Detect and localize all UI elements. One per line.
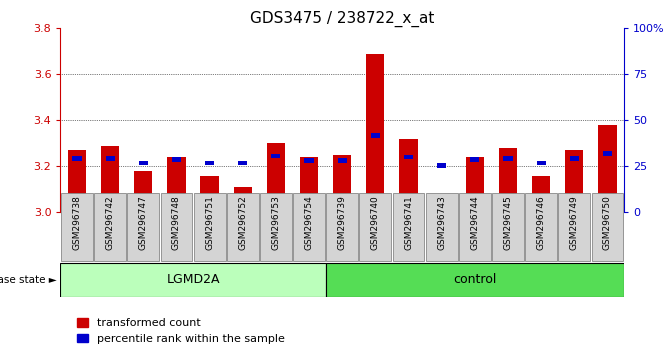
Bar: [532, 176, 550, 212]
Text: GSM296738: GSM296738: [72, 195, 81, 250]
Bar: [167, 157, 186, 212]
FancyBboxPatch shape: [61, 193, 93, 261]
FancyBboxPatch shape: [459, 193, 491, 261]
Bar: [338, 158, 347, 163]
Bar: [300, 157, 318, 212]
FancyBboxPatch shape: [160, 193, 193, 261]
Bar: [570, 156, 579, 161]
FancyBboxPatch shape: [326, 193, 358, 261]
Bar: [101, 145, 119, 212]
Bar: [599, 125, 617, 212]
Bar: [134, 171, 152, 212]
Text: GSM296748: GSM296748: [172, 195, 181, 250]
Bar: [399, 139, 417, 212]
FancyBboxPatch shape: [592, 193, 623, 261]
Bar: [404, 155, 413, 159]
Text: GSM296739: GSM296739: [338, 195, 347, 250]
Text: GSM296740: GSM296740: [371, 195, 380, 250]
Bar: [466, 157, 484, 212]
Text: GSM296749: GSM296749: [570, 195, 579, 250]
FancyBboxPatch shape: [227, 193, 258, 261]
Bar: [68, 150, 86, 212]
Bar: [238, 161, 248, 165]
Bar: [470, 157, 479, 162]
Text: control: control: [453, 273, 497, 286]
Bar: [366, 53, 384, 212]
Bar: [201, 176, 219, 212]
Text: GSM296751: GSM296751: [205, 195, 214, 250]
Bar: [139, 161, 148, 165]
Text: GSM296743: GSM296743: [437, 195, 446, 250]
Text: GSM296754: GSM296754: [305, 195, 313, 250]
Bar: [603, 152, 612, 156]
Bar: [565, 150, 583, 212]
Bar: [325, 263, 624, 297]
Title: GDS3475 / 238722_x_at: GDS3475 / 238722_x_at: [250, 11, 434, 27]
Text: GSM296746: GSM296746: [537, 195, 546, 250]
FancyBboxPatch shape: [94, 193, 126, 261]
Text: disease state ►: disease state ►: [0, 275, 57, 285]
Bar: [333, 155, 352, 212]
Text: GSM296745: GSM296745: [503, 195, 513, 250]
FancyBboxPatch shape: [194, 193, 225, 261]
FancyBboxPatch shape: [360, 193, 391, 261]
FancyBboxPatch shape: [492, 193, 524, 261]
Text: GSM296750: GSM296750: [603, 195, 612, 250]
Text: GSM296753: GSM296753: [271, 195, 280, 250]
Bar: [267, 143, 285, 212]
Bar: [371, 133, 380, 138]
Bar: [499, 148, 517, 212]
Bar: [105, 156, 115, 161]
Text: GSM296741: GSM296741: [404, 195, 413, 250]
Text: GSM296747: GSM296747: [139, 195, 148, 250]
Bar: [271, 154, 280, 158]
FancyBboxPatch shape: [558, 193, 590, 261]
Legend: transformed count, percentile rank within the sample: transformed count, percentile rank withi…: [72, 314, 289, 348]
Bar: [503, 156, 513, 161]
FancyBboxPatch shape: [260, 193, 292, 261]
Text: GSM296752: GSM296752: [238, 195, 247, 250]
Bar: [234, 187, 252, 212]
Bar: [433, 201, 451, 212]
FancyBboxPatch shape: [426, 193, 458, 261]
FancyBboxPatch shape: [293, 193, 325, 261]
Text: GSM296744: GSM296744: [470, 195, 479, 250]
Text: LGMD2A: LGMD2A: [166, 273, 220, 286]
Bar: [172, 157, 181, 162]
Bar: [72, 156, 82, 161]
Bar: [205, 161, 214, 165]
FancyBboxPatch shape: [127, 193, 159, 261]
Text: GSM296742: GSM296742: [105, 195, 115, 250]
FancyBboxPatch shape: [525, 193, 557, 261]
FancyBboxPatch shape: [393, 193, 425, 261]
Bar: [437, 163, 446, 167]
Bar: [305, 158, 313, 163]
Bar: [537, 161, 546, 165]
Bar: [60, 263, 325, 297]
